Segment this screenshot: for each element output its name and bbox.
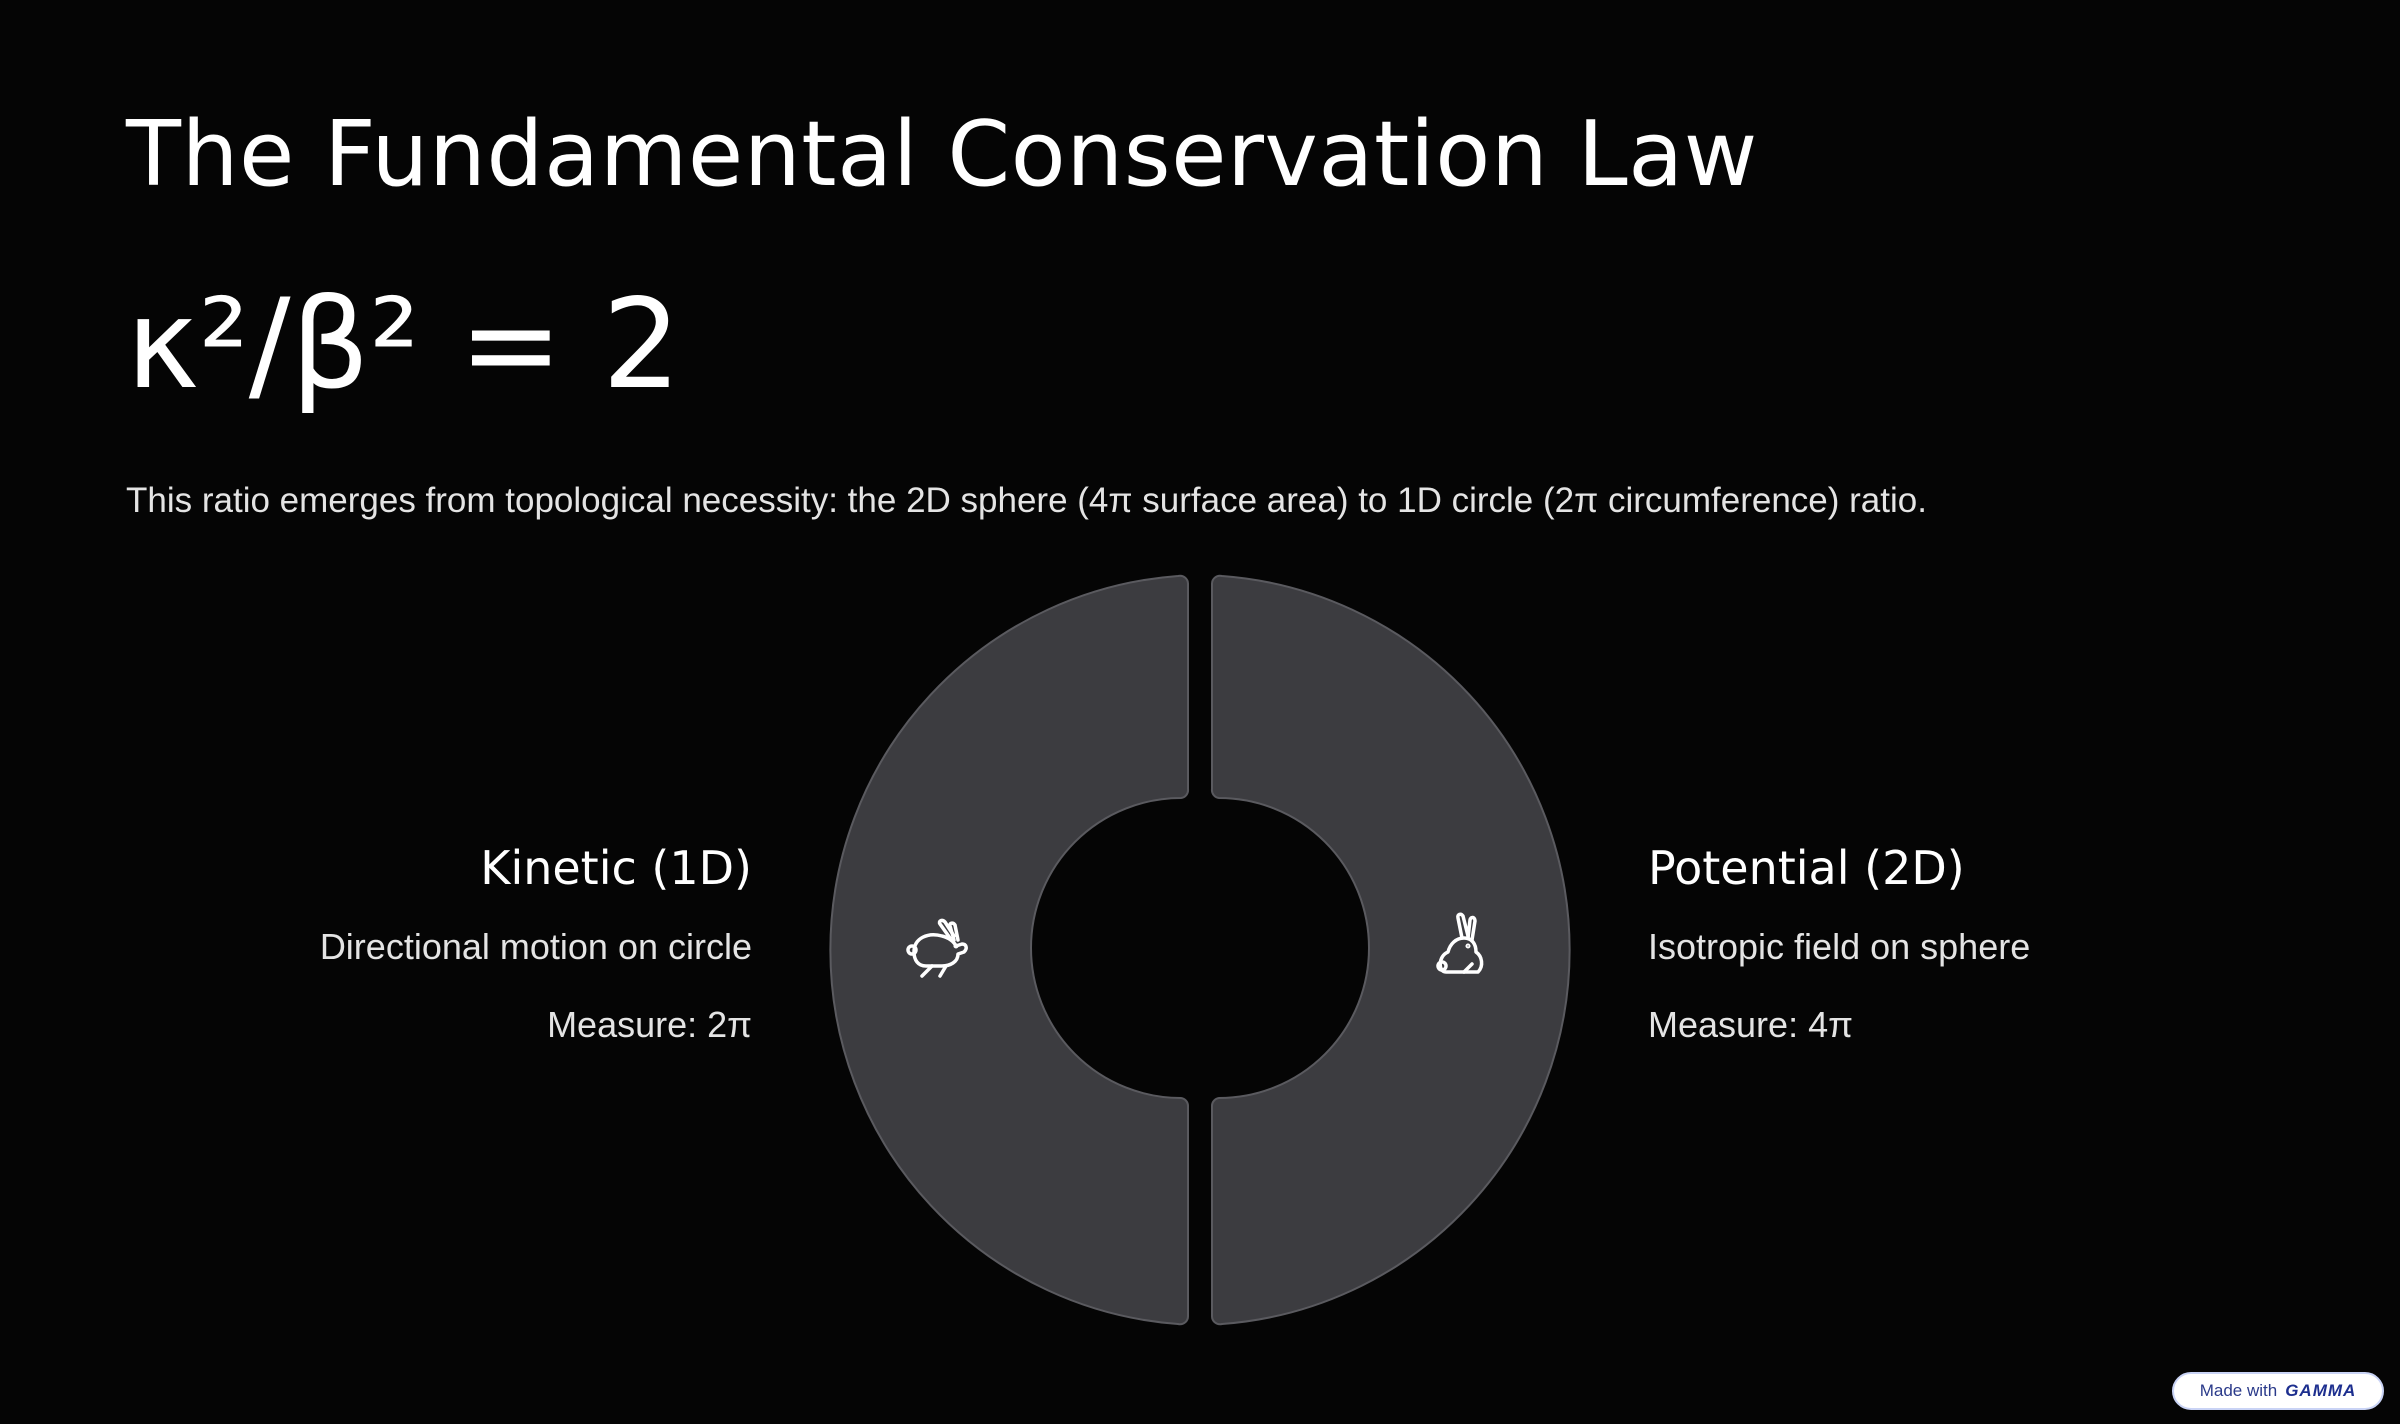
potential-measure: Measure: 4π (1648, 1004, 1853, 1045)
potential-title: Potential (2D) (1648, 841, 1965, 895)
kinetic-title: Kinetic (1D) (480, 841, 752, 895)
conservation-formula: κ²/β² = 2 (126, 273, 682, 417)
kinetic-measure: Measure: 2π (547, 1004, 752, 1045)
kinetic-subtitle: Directional motion on circle (319, 926, 752, 967)
slide-title: The Fundamental Conservation Law (126, 102, 1758, 207)
gamma-logo: GAMMA (2285, 1381, 2357, 1400)
potential-subtitle: Isotropic field on sphere (1648, 926, 2031, 967)
made-with-gamma-badge[interactable]: Made with GAMMA (2172, 1372, 2384, 1410)
badge-label: Made with (2199, 1381, 2278, 1400)
kinetic-segment[interactable] (829, 574, 1190, 1326)
potential-segment[interactable] (1210, 574, 1571, 1326)
slide-description: This ratio emerges from topological nece… (126, 481, 1927, 520)
